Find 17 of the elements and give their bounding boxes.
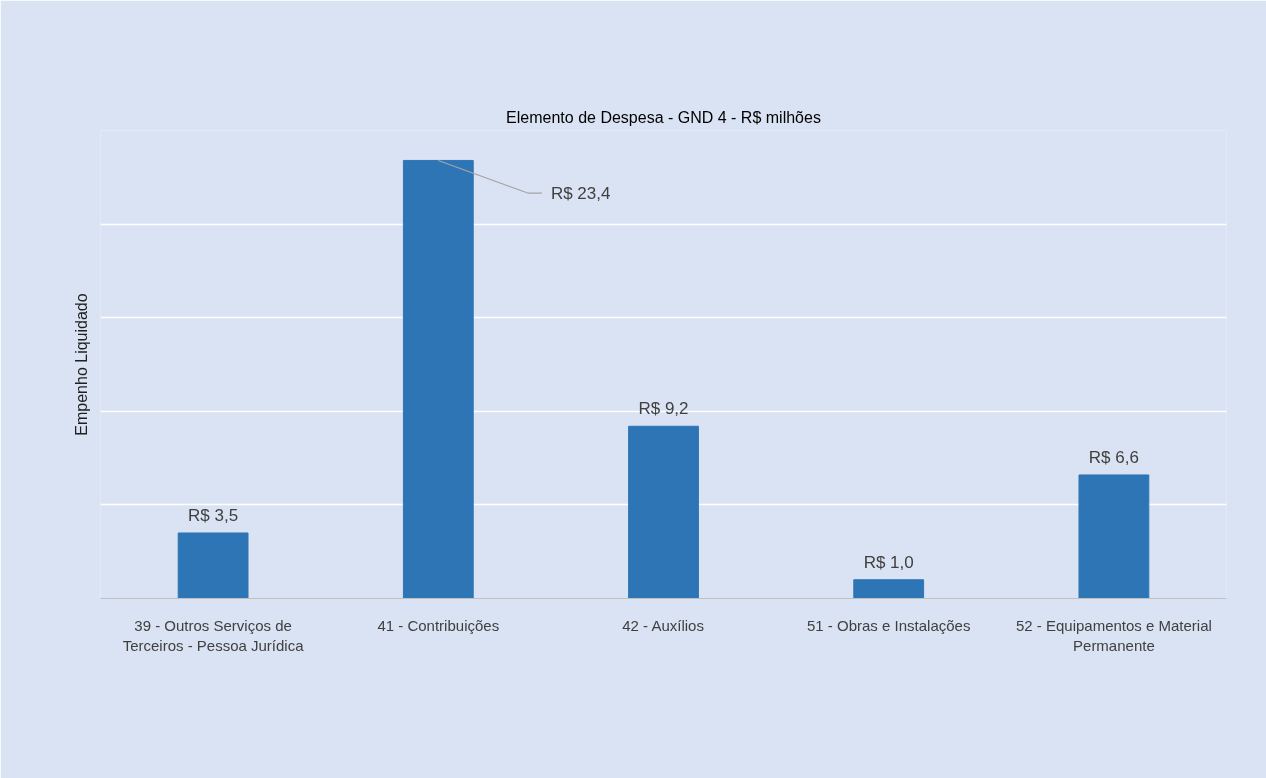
x-tick-label: 39 - Outros Serviços de Terceiros - Pessoa Jurídica [122, 616, 305, 654]
data-label: R$ 6,6 [1088, 447, 1139, 467]
data-label: R$ 3,5 [188, 505, 239, 525]
x-tick-label: 52 - Equipamentos e Material Permanente [1015, 616, 1212, 654]
chart-title: Elemento de Despesa - GND 4 - R$ milhões [506, 108, 821, 126]
bar [177, 532, 249, 599]
data-label: R$ 9,2 [638, 399, 689, 419]
bar [628, 425, 699, 599]
bar [402, 159, 474, 599]
x-tick-label: 42 - Auxílios [622, 616, 704, 634]
bar [853, 579, 925, 599]
x-tick-label: 51 - Obras e Instalações [806, 616, 971, 634]
data-label: R$ 23,4 [550, 183, 611, 203]
bar [1078, 474, 1150, 599]
data-label: R$ 1,0 [863, 552, 914, 572]
y-axis-title: Empenho Liquidado [72, 293, 90, 436]
x-tick-label: 41 - Contribuições [377, 616, 500, 634]
